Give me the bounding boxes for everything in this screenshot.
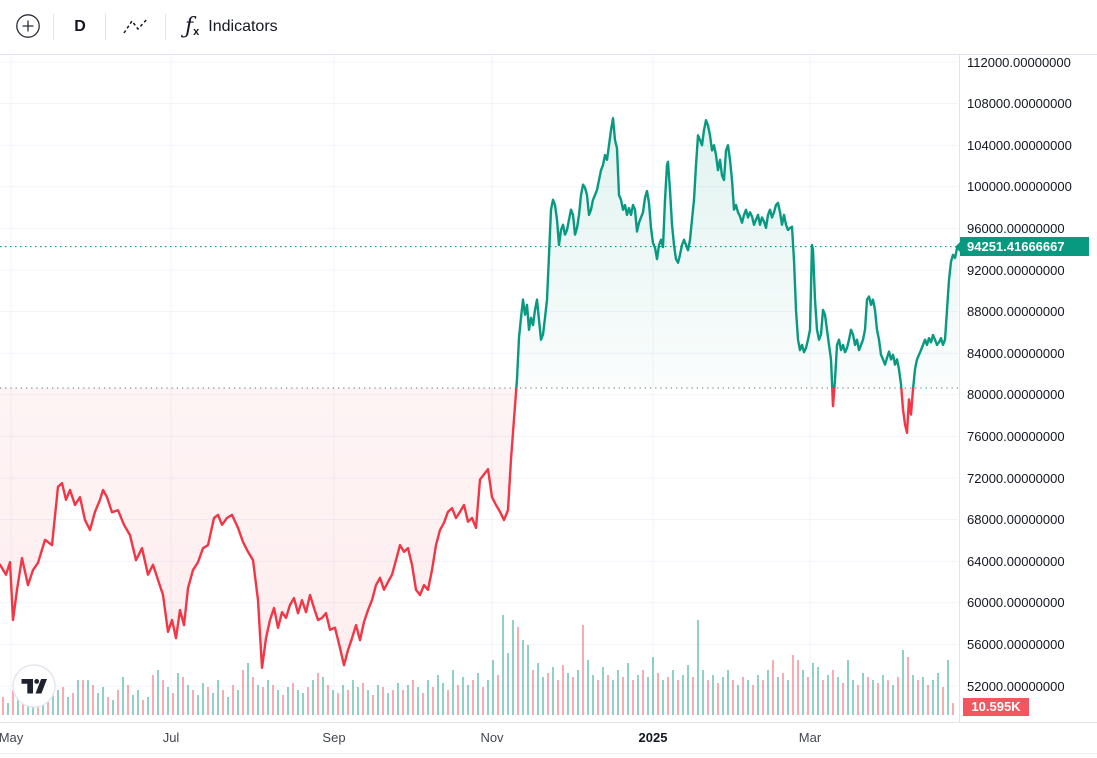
time-axis-label: Nov — [480, 730, 504, 745]
timeframe-label: D — [74, 18, 86, 35]
last-price-value: 94251.41666667 — [967, 239, 1065, 255]
tradingview-logo[interactable] — [12, 664, 56, 708]
last-volume-value: 10.595K — [971, 699, 1021, 714]
price-axis-tick: 60000.00000000 — [967, 595, 1065, 611]
price-axis-tick: 88000.00000000 — [967, 304, 1065, 320]
time-axis-label: Jul — [162, 730, 180, 745]
price-axis[interactable]: 94251.41666667 10.595K 112000.00000000 10… — [955, 54, 1097, 722]
time-axis[interactable]: May Jul Sep Nov 2025 Mar — [0, 722, 1097, 758]
toolbar-separator — [53, 14, 54, 40]
time-axis-label: Sep — [322, 730, 346, 745]
price-tag-notch — [955, 241, 960, 252]
price-axis-tick: 72000.00000000 — [967, 470, 1065, 486]
baseline-style-icon — [121, 12, 151, 43]
chart-style-button[interactable] — [112, 7, 160, 47]
price-axis-tick: 84000.00000000 — [967, 345, 1065, 361]
time-axis-label: Mar — [798, 730, 822, 745]
price-axis-tick: 96000.00000000 — [967, 220, 1065, 236]
price-axis-tick: 64000.00000000 — [967, 553, 1065, 569]
price-axis-tick: 56000.00000000 — [967, 636, 1065, 652]
indicators-label: Indicators — [208, 18, 278, 35]
add-symbol-button[interactable] — [9, 7, 47, 47]
toolbar-separator — [165, 14, 166, 40]
price-axis-tick: 76000.00000000 — [967, 428, 1065, 444]
price-axis-tick: 108000.00000000 — [967, 96, 1072, 112]
price-axis-tick: 112000.00000000 — [967, 54, 1071, 70]
chart-canvas[interactable] — [0, 55, 959, 722]
time-axis-label: May — [0, 730, 24, 745]
price-axis-tick: 52000.00000000 — [967, 678, 1065, 694]
toolbar-separator — [105, 14, 106, 40]
price-axis-tick: 80000.00000000 — [967, 387, 1065, 403]
plus-circle-icon — [14, 12, 42, 43]
last-volume-tag: 10.595K — [963, 698, 1029, 716]
price-axis-tick: 68000.00000000 — [967, 512, 1065, 528]
price-axis-tick: 100000.00000000 — [967, 179, 1072, 195]
time-axis-label: 2025 — [638, 730, 668, 745]
price-axis-tick: 92000.00000000 — [967, 262, 1065, 278]
price-axis-tick: 104000.00000000 — [967, 137, 1072, 153]
timeframe-button[interactable]: D — [60, 7, 100, 47]
time-axis-bottom-rule — [0, 753, 1097, 754]
last-price-tag: 94251.41666667 — [955, 237, 1089, 257]
